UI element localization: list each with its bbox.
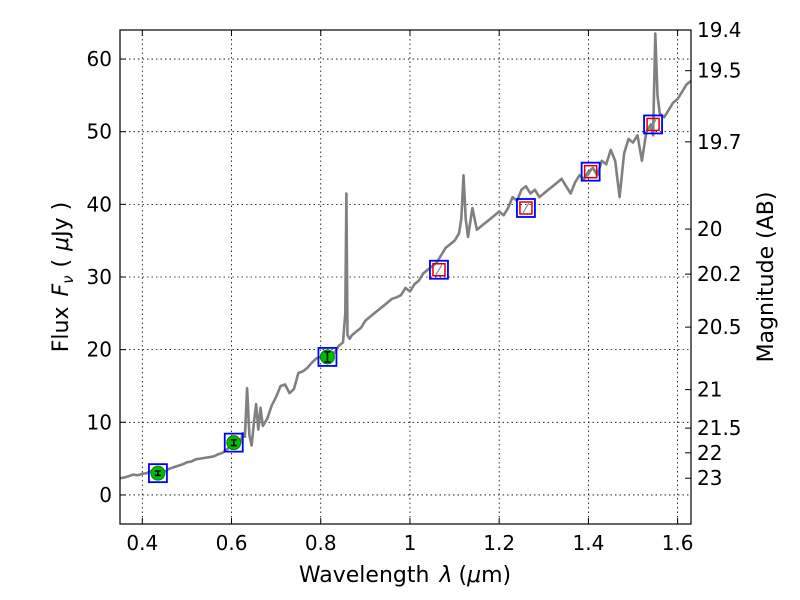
- y2-axis-title: Magnitude (AB): [754, 192, 779, 363]
- mag-tick-label: 23: [697, 466, 722, 490]
- y-axis-title: FluxFν(μJy ): [49, 202, 77, 352]
- nir-flux-slash: [587, 166, 595, 177]
- photometry-markers: [148, 114, 663, 484]
- nir-flux-slash: [435, 264, 443, 276]
- nir-flux-box: [646, 117, 660, 132]
- nir-flux-slash: [649, 119, 657, 130]
- axis-ticks: 0.4 0.6 0.8 1 1.2 1.4 1.6 0 10 20 30 40 50 60 19.4 19.5…: [87, 18, 742, 555]
- mag-tick-label: 19.5: [697, 59, 742, 83]
- x-tick-label: 1.4: [572, 531, 604, 555]
- x-axis-title: Wavelength λ (μm): [299, 563, 511, 588]
- x-tick-label: 0.6: [216, 531, 248, 555]
- model-photometry-square: [580, 161, 601, 182]
- model-photometry-square: [643, 114, 663, 135]
- spectrum-series: [119, 32, 692, 480]
- y-tick-label: 60: [87, 47, 112, 71]
- x-tick-label: 1: [404, 531, 417, 555]
- y-tick-label: 0: [99, 483, 112, 507]
- x-tick-label: 0.8: [305, 531, 337, 555]
- model-photometry-square: [317, 347, 338, 367]
- model-photometry-square: [148, 463, 168, 484]
- spectrum-line: [119, 32, 692, 480]
- y-tick-label: 10: [87, 410, 112, 434]
- model-photometry-square: [223, 432, 244, 453]
- mag-tick-label: 20.2: [697, 262, 742, 286]
- y-tick-label: 50: [87, 120, 112, 144]
- x-tick-label: 1.2: [483, 531, 515, 555]
- model-photometry-square: [429, 259, 449, 280]
- nir-flux-slash: [522, 202, 530, 214]
- x-tick-label: 0.4: [126, 531, 158, 555]
- mag-tick-label: 21.5: [697, 416, 742, 440]
- y-tick-label: 20: [87, 338, 112, 362]
- mag-tick-label: 20: [697, 217, 722, 241]
- nir-flux-box: [432, 262, 446, 277]
- model-photometry-square: [516, 198, 536, 218]
- x-tick-label: 1.6: [662, 531, 694, 555]
- mag-tick-label: 19.4: [697, 18, 742, 42]
- nir-flux-box: [519, 201, 533, 215]
- mag-tick-label: 19.7: [697, 130, 742, 154]
- mag-tick-label: 20.5: [697, 315, 742, 339]
- grid: [120, 30, 691, 524]
- nir-flux-box: [583, 164, 598, 179]
- mag-tick-label: 22: [697, 441, 722, 465]
- mag-tick-label: 21: [697, 378, 722, 402]
- y-tick-label: 40: [87, 192, 112, 216]
- y-tick-label: 30: [87, 265, 112, 289]
